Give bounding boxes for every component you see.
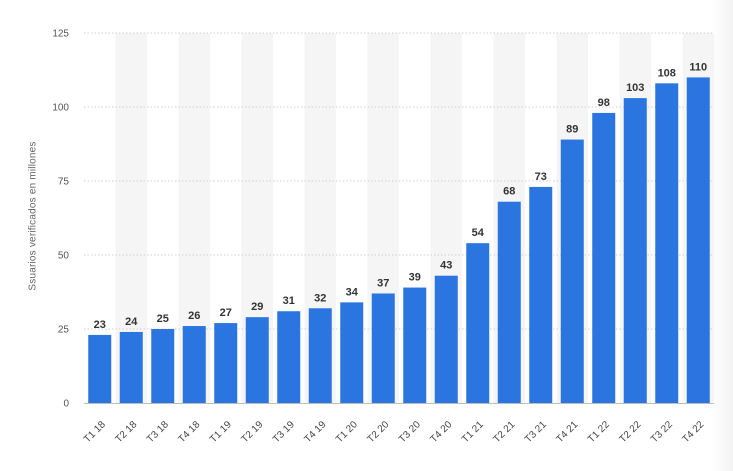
y-tick-label: 75 [58,177,70,188]
bar [119,331,143,403]
bar [434,275,458,403]
bar [340,302,364,403]
data-label: 103 [626,82,644,94]
bar [403,287,427,403]
data-label: 24 [125,316,138,328]
bar [655,83,679,403]
x-tick-label: T1 20 [334,419,360,445]
data-label: 25 [157,313,169,325]
bar [151,329,175,403]
y-tick-label: 0 [63,399,69,410]
x-tick-label: T4 19 [303,419,329,445]
data-label: 27 [220,307,232,319]
x-tick-label: T2 21 [492,419,518,445]
data-label: 73 [535,171,547,183]
bar [88,334,112,403]
bar [560,139,584,403]
y-tick-label: 25 [58,325,70,336]
x-tick-label: T2 19 [240,419,266,445]
scroll-shadow [711,0,733,471]
x-tick-label: T4 18 [177,419,203,445]
data-label: 31 [283,295,295,307]
x-tick-label: T3 18 [145,419,171,445]
y-tick-label: 125 [52,29,69,40]
data-label: 37 [377,277,389,289]
x-tick-label: T2 22 [618,419,644,445]
x-tick-label: T4 22 [681,419,707,445]
bar [497,201,521,403]
x-tick-label: T2 20 [366,419,392,445]
x-tick-label: T1 18 [82,419,108,445]
data-label: 26 [188,310,200,322]
data-label: 43 [440,260,452,272]
data-label: 98 [598,97,610,109]
bar [277,311,301,403]
x-tick-label: T1 21 [460,419,486,445]
bar [245,317,269,403]
data-label: 23 [94,319,106,331]
x-tick-label: T3 20 [397,419,423,445]
bar [308,308,332,403]
x-tick-label: T4 21 [555,419,581,445]
data-label: 54 [472,227,485,239]
bar [182,326,206,403]
data-label: 39 [409,272,421,284]
bar [371,293,395,403]
x-tick-label: T3 19 [271,419,297,445]
bar [466,243,490,403]
data-label: 32 [314,292,326,304]
x-tick-label: T3 22 [649,419,675,445]
x-tick-label: T3 21 [523,419,549,445]
data-label: 29 [251,301,263,313]
y-tick-label: 100 [52,103,69,114]
x-tick-label: T2 18 [114,419,140,445]
bar [214,323,238,403]
bar [592,112,616,404]
x-tick-label: T4 20 [429,419,455,445]
bar [686,77,710,404]
y-tick-label: 50 [58,251,70,262]
bar [529,186,553,403]
x-tick-label: T1 19 [208,419,234,445]
bar [623,98,647,404]
data-label: 34 [346,286,359,298]
x-tick-label: T1 22 [586,419,612,445]
data-label: 89 [566,124,578,136]
data-label: 68 [503,186,515,198]
data-label: 110 [689,61,707,73]
data-label: 108 [658,67,676,79]
